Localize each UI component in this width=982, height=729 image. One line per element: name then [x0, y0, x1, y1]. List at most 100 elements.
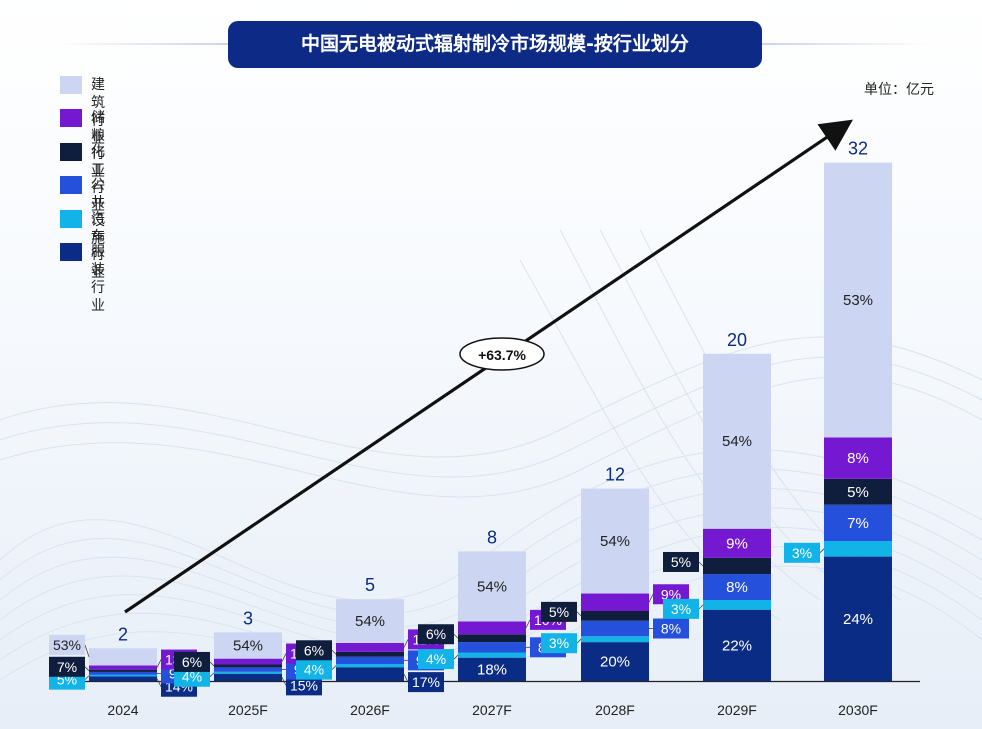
total-label: 12	[605, 465, 625, 485]
data-label: 9%	[661, 586, 681, 602]
label-chip	[541, 601, 577, 622]
bar-segment	[214, 667, 282, 672]
bar-segment	[824, 162, 892, 438]
data-label: 3%	[792, 545, 812, 561]
bar-segment	[89, 669, 157, 672]
bar-segment	[458, 642, 526, 653]
data-label: 22%	[722, 637, 752, 654]
total-label: 20	[727, 330, 747, 350]
bar-segment	[703, 557, 771, 575]
growth-badge	[459, 337, 545, 371]
bar-segment	[336, 656, 404, 664]
label-chip	[418, 649, 454, 670]
bar-segment	[458, 652, 526, 658]
label-leader	[648, 594, 654, 603]
bar-segment	[336, 663, 404, 668]
bar-segment	[703, 353, 771, 529]
bar-segment	[581, 488, 649, 594]
legend-label: 储粮行业	[91, 110, 105, 181]
data-label: 24%	[843, 611, 873, 628]
label-leader	[331, 649, 337, 655]
label-leader	[209, 672, 215, 678]
data-label: 5%	[671, 554, 691, 570]
x-tick-label: 2030F	[838, 702, 878, 718]
label-leader	[819, 548, 825, 554]
data-label: 5%	[847, 484, 869, 501]
data-label: 53%	[53, 637, 81, 653]
label-chip	[296, 640, 332, 661]
bar-segment	[703, 609, 771, 681]
data-label: 7%	[57, 659, 77, 675]
label-leader	[698, 604, 704, 610]
label-leader	[281, 677, 287, 686]
label-chip	[663, 598, 699, 619]
bar-segment	[703, 574, 771, 600]
bar-segment	[214, 664, 282, 668]
data-label: 6%	[426, 626, 446, 642]
label-chip	[49, 656, 85, 677]
chart-title: 中国无电被动式辐射制冷市场规模-按行业划分	[228, 21, 762, 68]
bar-segment	[581, 620, 649, 637]
label-leader	[576, 638, 582, 644]
data-label: 5%	[549, 604, 569, 620]
data-label: 54%	[355, 613, 385, 630]
x-tick-label: 2025F	[228, 702, 268, 718]
data-label: 3%	[549, 635, 569, 651]
legend-swatch	[60, 176, 82, 195]
bar-segment	[581, 642, 649, 681]
label-chip	[663, 551, 699, 572]
bar-segment	[824, 478, 892, 505]
label-leader	[84, 675, 90, 680]
label-leader	[84, 644, 90, 657]
label-leader	[84, 666, 90, 672]
x-tick-label: 2024	[107, 702, 138, 718]
data-label: 20%	[600, 654, 630, 671]
total-label: 8	[487, 527, 497, 547]
legend-label: 服装行业	[91, 243, 105, 314]
bar-segment	[458, 551, 526, 622]
bar-segment	[89, 674, 157, 677]
label-leader	[453, 654, 459, 660]
bar-segment	[89, 671, 157, 675]
data-label: 4%	[426, 651, 446, 667]
label-chip	[541, 633, 577, 654]
label-leader	[281, 653, 287, 662]
bar-segment	[703, 528, 771, 558]
data-label: 8%	[726, 579, 748, 596]
legend-label: 化工行业	[91, 143, 105, 214]
total-label: 32	[848, 139, 868, 159]
label-leader	[698, 561, 704, 567]
legend-label: 汽车行业	[91, 210, 105, 281]
data-label: 6%	[182, 654, 202, 670]
data-label: 4%	[304, 662, 324, 678]
data-label: 15%	[290, 677, 318, 693]
bar-segment	[703, 600, 771, 610]
data-label: 54%	[477, 578, 507, 595]
growth-label: +63.7%	[478, 347, 526, 363]
label-leader	[156, 678, 162, 687]
label-leader	[525, 619, 531, 629]
bar-segment	[214, 658, 282, 665]
data-label: 53%	[843, 292, 873, 309]
unit-label: 单位：亿元	[864, 82, 934, 98]
legend-swatch	[60, 109, 82, 128]
bar-segment	[89, 676, 157, 681]
bar-segment	[336, 667, 404, 681]
bar-segment	[336, 599, 404, 643]
bar-segment	[824, 541, 892, 557]
legend-swatch	[60, 142, 82, 161]
x-tick-label: 2028F	[595, 702, 635, 718]
bar-segment	[581, 636, 649, 643]
bar-segment	[824, 556, 892, 681]
legend-swatch	[60, 76, 82, 94]
data-label: 6%	[304, 642, 324, 658]
bar-segment	[458, 634, 526, 643]
bar-segment	[336, 651, 404, 657]
data-label: 9%	[726, 535, 748, 552]
x-tick-label: 2027F	[472, 702, 512, 718]
label-chip	[286, 675, 322, 696]
bar-segment	[581, 593, 649, 612]
bar-segment	[89, 665, 157, 670]
total-label: 2	[118, 624, 128, 644]
